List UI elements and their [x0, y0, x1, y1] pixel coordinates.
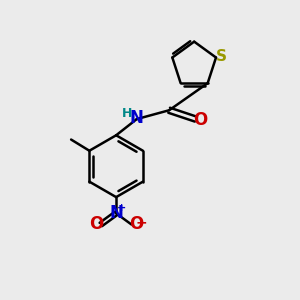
Text: N: N [129, 110, 143, 128]
Text: O: O [193, 111, 207, 129]
Text: O: O [129, 215, 143, 233]
Text: −: − [136, 215, 147, 229]
Text: S: S [215, 49, 226, 64]
Text: N: N [109, 204, 123, 222]
Text: H: H [122, 107, 133, 120]
Text: O: O [89, 215, 103, 233]
Text: +: + [117, 203, 126, 213]
